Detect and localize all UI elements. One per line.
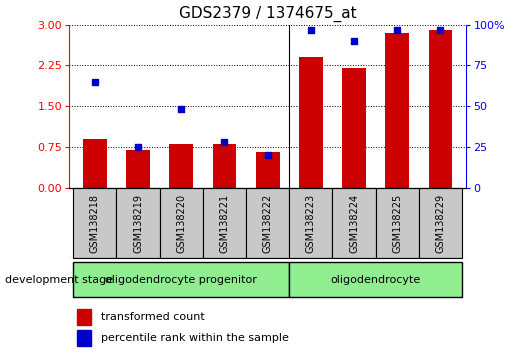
Point — [177, 107, 186, 112]
Bar — [160, 188, 203, 258]
Bar — [73, 262, 289, 297]
Bar — [299, 57, 323, 188]
Bar — [376, 188, 419, 258]
Bar — [289, 262, 462, 297]
Bar — [385, 33, 409, 188]
Point — [393, 27, 402, 33]
Bar — [77, 309, 91, 325]
Text: GSM138221: GSM138221 — [219, 193, 229, 253]
Title: GDS2379 / 1374675_at: GDS2379 / 1374675_at — [179, 6, 357, 22]
Text: GSM138219: GSM138219 — [133, 194, 143, 252]
Point — [91, 79, 99, 85]
Point — [220, 139, 228, 145]
Text: GSM138218: GSM138218 — [90, 194, 100, 252]
Bar — [77, 330, 91, 346]
Text: GSM138224: GSM138224 — [349, 193, 359, 253]
Text: GSM138229: GSM138229 — [436, 193, 446, 253]
Text: GSM138220: GSM138220 — [176, 193, 186, 253]
Bar — [289, 188, 332, 258]
Bar — [213, 144, 236, 188]
Text: transformed count: transformed count — [101, 312, 205, 322]
Bar — [419, 188, 462, 258]
Point — [134, 144, 142, 150]
Bar — [126, 150, 150, 188]
Text: oligodendrocyte progenitor: oligodendrocyte progenitor — [105, 275, 257, 285]
Bar — [117, 188, 160, 258]
Text: GSM138223: GSM138223 — [306, 193, 316, 253]
Text: oligodendrocyte: oligodendrocyte — [331, 275, 421, 285]
Bar — [203, 188, 246, 258]
Bar — [332, 188, 376, 258]
Point — [263, 152, 272, 158]
Point — [350, 38, 358, 44]
Text: GSM138225: GSM138225 — [392, 193, 402, 253]
Point — [436, 27, 445, 33]
Bar — [170, 144, 193, 188]
Text: GSM138222: GSM138222 — [263, 193, 272, 253]
Bar — [246, 188, 289, 258]
Bar — [256, 152, 279, 188]
Point — [307, 27, 315, 33]
Text: development stage: development stage — [5, 275, 113, 285]
Bar — [83, 139, 107, 188]
Bar — [429, 30, 453, 188]
Text: percentile rank within the sample: percentile rank within the sample — [101, 333, 288, 343]
Bar — [73, 188, 117, 258]
Bar — [342, 68, 366, 188]
